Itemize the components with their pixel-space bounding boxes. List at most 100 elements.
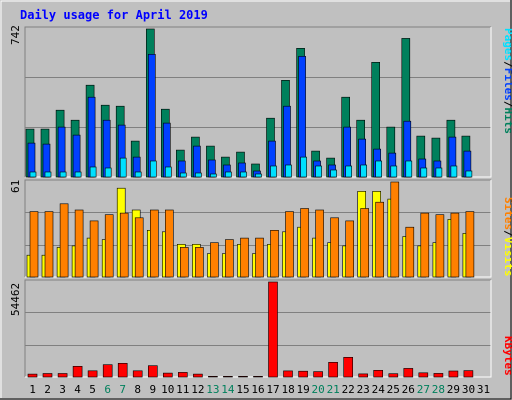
kbytes-panel-legend: KBytes (502, 336, 512, 376)
plot-inner-edge (24, 26, 491, 177)
x-tick-label: 17 (266, 383, 279, 396)
legend-sites: Sites (502, 197, 512, 230)
x-tick-label: 25 (387, 383, 400, 396)
sites-bar (59, 203, 69, 278)
plot-inner-edge (24, 279, 491, 377)
kbytes-bar (193, 373, 203, 378)
legend-hits: Hits (502, 108, 512, 135)
pages-bar (465, 170, 473, 178)
pages-bar (270, 165, 277, 178)
pages-bar (405, 160, 413, 178)
kbytes-bar (102, 364, 113, 378)
sites-bar (465, 211, 475, 278)
sites-bar (74, 209, 84, 278)
sites-bar (180, 247, 189, 278)
pages-bar (360, 164, 368, 178)
plot-area (25, 280, 491, 377)
legend-pages: Pages (502, 28, 512, 61)
x-tick-label: 12 (191, 383, 204, 396)
kbytes-bar (163, 372, 173, 378)
x-tick-label: 1 (29, 383, 36, 396)
sites-bar (225, 239, 234, 278)
x-tick-label: 16 (251, 383, 264, 396)
pages-bar (104, 167, 112, 178)
x-tick-label: 5 (89, 383, 96, 396)
x-tick-label: 10 (161, 383, 174, 396)
files-bar (148, 53, 156, 178)
kbytes-bar (238, 375, 248, 378)
sites-bar (104, 214, 114, 278)
kbytes-bar (132, 370, 143, 378)
legend-separator: / (502, 101, 512, 108)
pages-bar (240, 171, 247, 178)
kbytes-bar (148, 365, 158, 378)
legend-files: Files (502, 68, 512, 101)
kbytes-bar (313, 371, 323, 378)
x-tick-label: 6 (104, 383, 111, 396)
sites-bar (195, 247, 204, 278)
x-tick-label: 7 (119, 383, 126, 396)
sites-bar (405, 226, 415, 278)
legend-visits: Visits (502, 237, 512, 277)
x-tick-label: 21 (327, 383, 340, 396)
kbytes-bar (268, 281, 278, 378)
x-tick-label: 13 (206, 383, 219, 396)
kbytes-bar (27, 373, 38, 378)
pages-bar (450, 165, 458, 178)
pages-bar (74, 171, 82, 178)
x-tick-label: 23 (357, 383, 370, 396)
pages-bar (195, 172, 202, 178)
x-tick-label: 28 (432, 383, 445, 396)
x-tick-label: 30 (462, 383, 475, 396)
x-tick-label: 8 (134, 383, 141, 396)
pages-bar (435, 167, 443, 178)
plot-inner-edge (24, 179, 491, 277)
x-tick-label: 15 (236, 383, 249, 396)
sites-bar (44, 211, 54, 278)
pages-bar (375, 160, 383, 178)
sites-bar (270, 230, 279, 278)
sites-bar (450, 212, 460, 278)
x-tick-label: 29 (447, 383, 460, 396)
pages-bar (44, 171, 52, 178)
kbytes-bar (298, 370, 308, 378)
files-bar (193, 145, 201, 178)
kbytes-bar (388, 373, 399, 378)
kbytes-y-max-label: 54462 (9, 283, 22, 316)
pages-bar (134, 171, 142, 178)
kbytes-bar (328, 361, 338, 378)
pages-bar (345, 165, 353, 178)
hits-y-max-label: 742 (9, 25, 22, 45)
sites-bar (315, 209, 324, 278)
sites-bar (89, 220, 99, 278)
pages-bar (255, 173, 262, 178)
hits-files-pages-panel (24, 26, 492, 178)
pages-bar (315, 165, 322, 178)
x-tick-label: 26 (402, 383, 415, 396)
kbytes-bar (223, 375, 233, 378)
kbytes-bar (72, 365, 83, 378)
kbytes-bar (448, 370, 459, 378)
files-bar (72, 134, 81, 178)
sites-bar (150, 209, 159, 278)
pages-bar (59, 171, 67, 178)
hits-panel-legend: Pages/Files/Hits (502, 28, 512, 134)
kbytes-panel (24, 279, 492, 378)
sites-bar (255, 237, 264, 278)
x-tick-label: 27 (417, 383, 430, 396)
sites-bar (360, 208, 370, 278)
pages-bar (150, 160, 157, 178)
sites-bar (165, 209, 174, 278)
chart-title: Daily usage for April 2019 (20, 8, 208, 22)
x-tick-label: 2 (44, 383, 51, 396)
kbytes-bar (87, 370, 98, 378)
pages-bar (29, 171, 37, 178)
pages-bar (89, 166, 97, 178)
legend-separator: / (502, 230, 512, 237)
pages-bar (330, 169, 337, 178)
kbytes-bar (178, 372, 188, 378)
x-tick-label: 24 (372, 383, 386, 396)
x-tick-label: 3 (59, 383, 66, 396)
